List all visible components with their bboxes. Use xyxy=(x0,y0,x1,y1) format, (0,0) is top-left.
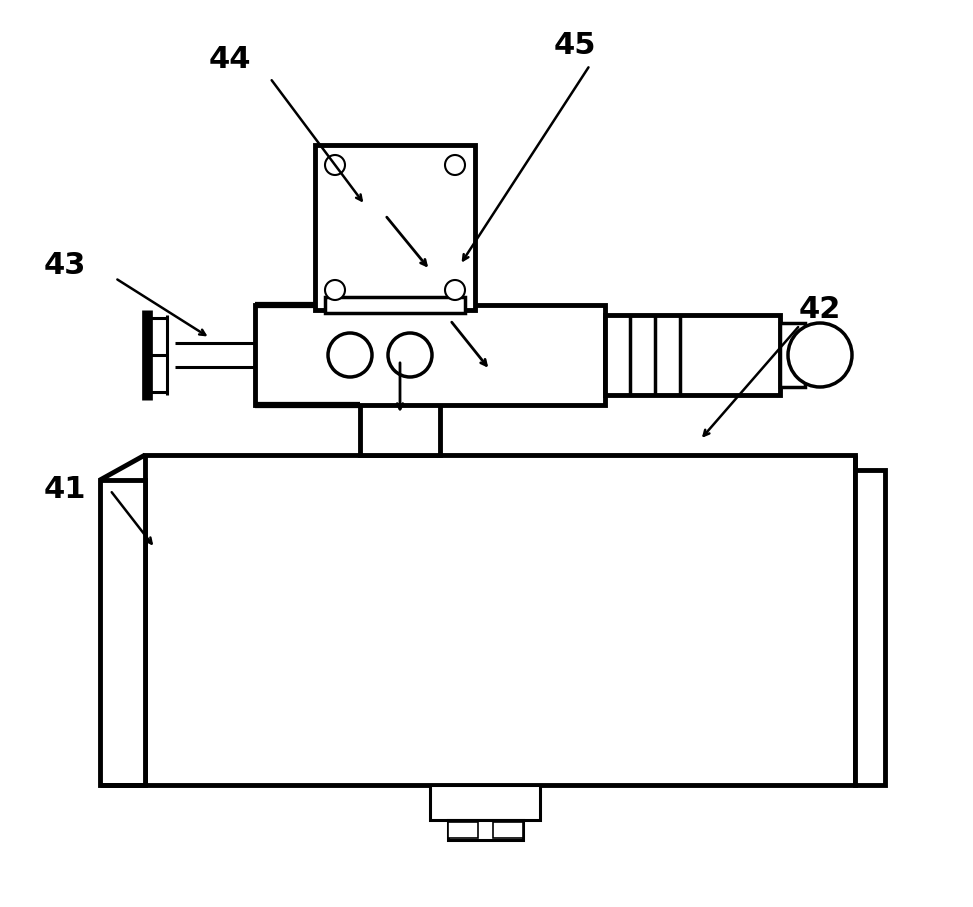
Bar xyxy=(605,315,780,395)
Bar xyxy=(255,305,605,405)
Bar xyxy=(325,297,465,313)
Bar xyxy=(145,455,855,785)
Bar xyxy=(493,822,523,838)
Text: 44: 44 xyxy=(209,45,251,74)
Circle shape xyxy=(328,333,372,377)
Text: 42: 42 xyxy=(799,296,842,325)
Circle shape xyxy=(445,280,465,300)
Bar xyxy=(430,785,540,820)
Bar xyxy=(448,822,478,838)
Circle shape xyxy=(388,333,432,377)
Bar xyxy=(780,323,805,387)
Circle shape xyxy=(788,323,852,387)
Text: 43: 43 xyxy=(44,250,87,279)
Bar xyxy=(315,145,475,310)
Bar xyxy=(100,480,145,785)
Bar xyxy=(855,470,885,785)
Circle shape xyxy=(325,155,345,175)
Bar xyxy=(448,820,523,840)
Circle shape xyxy=(445,155,465,175)
Bar xyxy=(360,345,440,455)
Text: 41: 41 xyxy=(44,475,87,504)
Text: 45: 45 xyxy=(554,31,596,60)
Circle shape xyxy=(325,280,345,300)
